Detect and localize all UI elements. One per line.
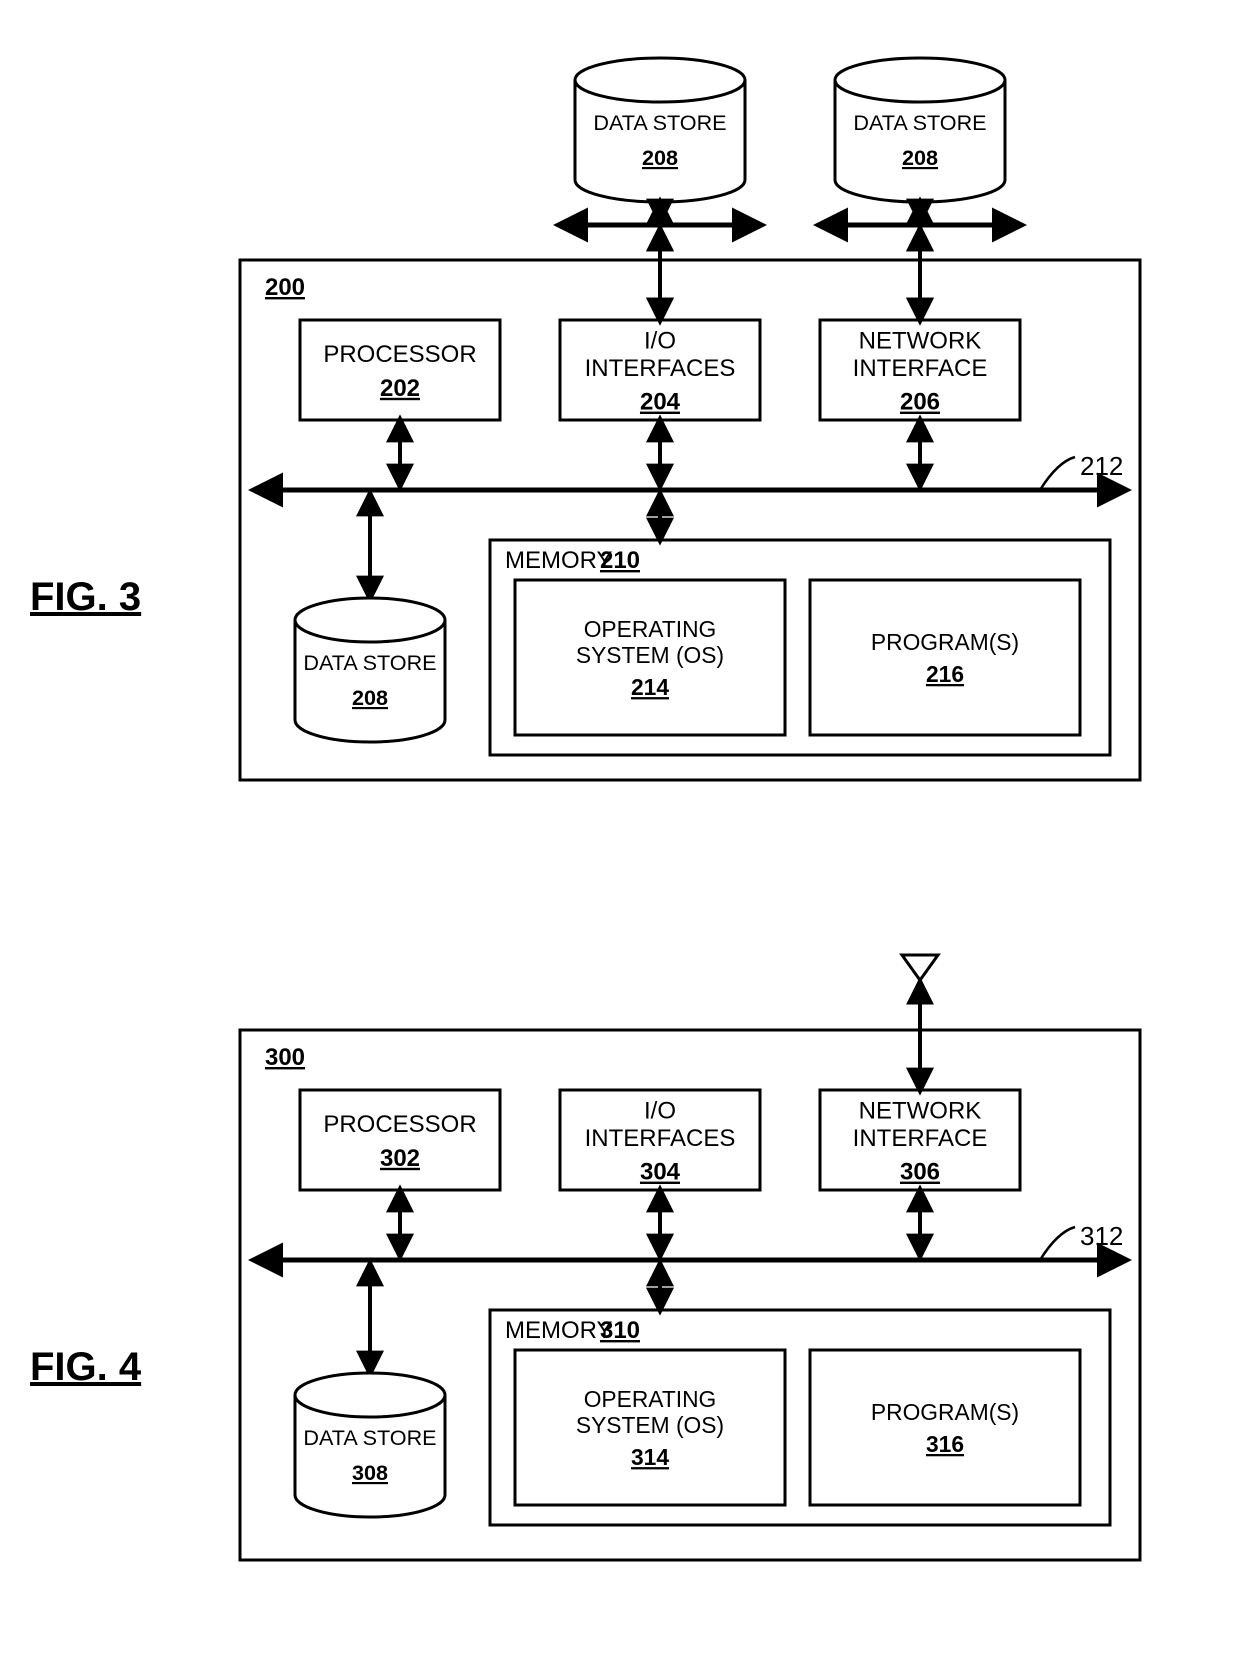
svg-text:304: 304 bbox=[640, 1159, 681, 1186]
svg-text:202: 202 bbox=[380, 375, 420, 402]
svg-text:200: 200 bbox=[265, 274, 305, 301]
svg-text:INTERFACE: INTERFACE bbox=[853, 355, 988, 382]
svg-text:300: 300 bbox=[265, 1044, 305, 1071]
svg-text:206: 206 bbox=[900, 389, 940, 416]
svg-text:216: 216 bbox=[926, 661, 964, 687]
svg-text:SYSTEM (OS): SYSTEM (OS) bbox=[576, 1412, 724, 1438]
svg-text:306: 306 bbox=[900, 1159, 940, 1186]
svg-text:PROGRAM(S): PROGRAM(S) bbox=[871, 629, 1019, 655]
svg-text:I/O: I/O bbox=[644, 327, 676, 354]
svg-text:FIG. 3: FIG. 3 bbox=[30, 575, 141, 619]
svg-text:OPERATING: OPERATING bbox=[584, 1386, 717, 1412]
svg-text:NETWORK: NETWORK bbox=[859, 1097, 982, 1124]
svg-text:NETWORK: NETWORK bbox=[859, 327, 982, 354]
svg-text:DATA STORE: DATA STORE bbox=[593, 110, 726, 135]
svg-text:SYSTEM (OS): SYSTEM (OS) bbox=[576, 642, 724, 668]
svg-text:MEMORY: MEMORY bbox=[505, 1317, 613, 1344]
svg-text:PROCESSOR: PROCESSOR bbox=[323, 1111, 476, 1138]
svg-text:INTERFACES: INTERFACES bbox=[585, 355, 736, 382]
svg-text:PROGRAM(S): PROGRAM(S) bbox=[871, 1399, 1019, 1425]
svg-text:PROCESSOR: PROCESSOR bbox=[323, 341, 476, 368]
svg-text:I/O: I/O bbox=[644, 1097, 676, 1124]
svg-text:DATA STORE: DATA STORE bbox=[853, 110, 986, 135]
svg-text:212: 212 bbox=[1080, 451, 1123, 481]
svg-text:308: 308 bbox=[352, 1460, 388, 1485]
svg-text:INTERFACE: INTERFACE bbox=[853, 1125, 988, 1152]
svg-text:204: 204 bbox=[640, 389, 681, 416]
svg-text:312: 312 bbox=[1080, 1221, 1123, 1251]
svg-text:OPERATING: OPERATING bbox=[584, 616, 717, 642]
svg-text:DATA STORE: DATA STORE bbox=[303, 1425, 436, 1450]
svg-text:208: 208 bbox=[642, 145, 678, 170]
svg-text:208: 208 bbox=[352, 685, 388, 710]
svg-text:MEMORY: MEMORY bbox=[505, 547, 613, 574]
svg-text:302: 302 bbox=[380, 1145, 420, 1172]
svg-text:314: 314 bbox=[631, 1444, 669, 1470]
svg-text:FIG. 4: FIG. 4 bbox=[30, 1345, 142, 1389]
svg-text:INTERFACES: INTERFACES bbox=[585, 1125, 736, 1152]
svg-text:DATA STORE: DATA STORE bbox=[303, 650, 436, 675]
svg-text:316: 316 bbox=[926, 1431, 964, 1457]
svg-text:208: 208 bbox=[902, 145, 938, 170]
svg-text:310: 310 bbox=[600, 1317, 640, 1344]
svg-text:210: 210 bbox=[600, 547, 640, 574]
svg-text:214: 214 bbox=[631, 674, 669, 700]
